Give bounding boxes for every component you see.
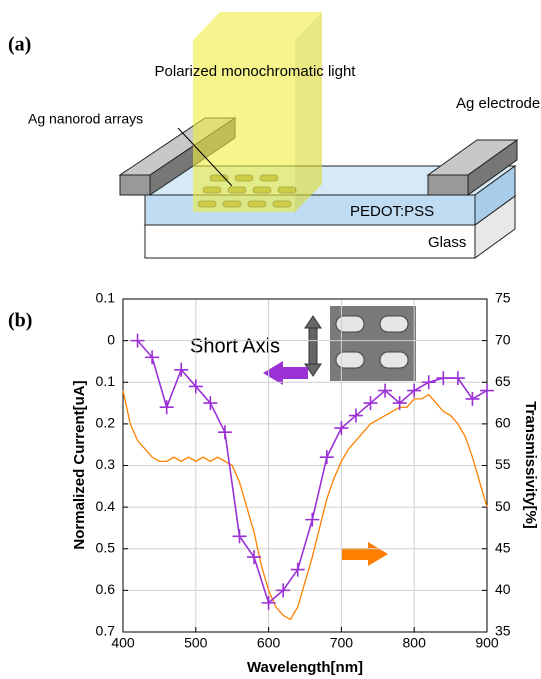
point-marker <box>451 371 465 385</box>
nanorod-label: Ag nanorod arrays <box>28 111 143 127</box>
layer-label: PEDOT:PSS <box>350 203 434 220</box>
point-marker <box>160 400 174 414</box>
glass-front <box>145 225 475 258</box>
light-side <box>295 12 322 212</box>
y-tick-label: 0.1 <box>96 373 116 389</box>
y-tick-label: 0.5 <box>96 539 116 555</box>
point-marker <box>436 371 450 385</box>
device-schematic <box>120 12 517 258</box>
light-label: Polarized monochromatic light <box>155 63 357 80</box>
x-axis-title: Wavelength[nm] <box>247 659 363 676</box>
y-tick-label: 0.6 <box>96 581 116 597</box>
right-arrow <box>342 542 388 566</box>
y2-tick-label: 65 <box>495 373 511 389</box>
figure: (a) Polarized monochromatic light Ag nan… <box>0 0 541 679</box>
point-marker <box>232 529 246 543</box>
x-tick-label: 800 <box>403 635 427 651</box>
point-marker <box>320 450 334 464</box>
y2-tick-label: 40 <box>495 581 511 597</box>
x-tick-label: 700 <box>330 635 354 651</box>
y2-tick-label: 55 <box>495 456 511 472</box>
point-marker <box>305 513 319 527</box>
y-tick-label: 0.7 <box>96 623 116 639</box>
point-marker <box>480 384 494 398</box>
point-marker <box>422 375 436 389</box>
y2-tick-label: 50 <box>495 498 511 514</box>
y2-tick-label: 45 <box>495 539 511 555</box>
substrate-label: Glass <box>428 234 466 251</box>
panel-label: (a) <box>8 34 31 56</box>
sem-inset <box>330 306 416 381</box>
left-arrow <box>263 361 308 385</box>
y-axis-title: Normalized Current[uA] <box>71 380 88 549</box>
series-line <box>123 391 487 620</box>
annotation: Short Axis <box>190 335 280 357</box>
y-tick-label: 0 <box>107 331 115 347</box>
y-tick-label: 0.2 <box>96 415 116 431</box>
left-electrode-front <box>120 175 150 195</box>
point-marker <box>218 425 232 439</box>
x-tick-label: 500 <box>184 635 208 651</box>
y2-axis-title: Transmissivity[%] <box>522 401 539 529</box>
y2-tick-label: 75 <box>495 290 511 306</box>
y2-tick-label: 70 <box>495 331 511 347</box>
electrode-label: Ag electrode <box>456 95 540 112</box>
y2-tick-label: 35 <box>495 623 511 639</box>
y-tick-label: 0.3 <box>96 456 116 472</box>
point-marker <box>291 563 305 577</box>
x-tick-label: 600 <box>257 635 281 651</box>
right-electrode-front <box>428 175 468 195</box>
series-line <box>138 341 487 603</box>
panel-label: (b) <box>8 310 32 332</box>
y2-tick-label: 60 <box>495 415 511 431</box>
y-tick-label: 0.4 <box>96 498 116 514</box>
y-tick-label: 0.1 <box>96 290 116 306</box>
point-marker <box>465 392 479 406</box>
